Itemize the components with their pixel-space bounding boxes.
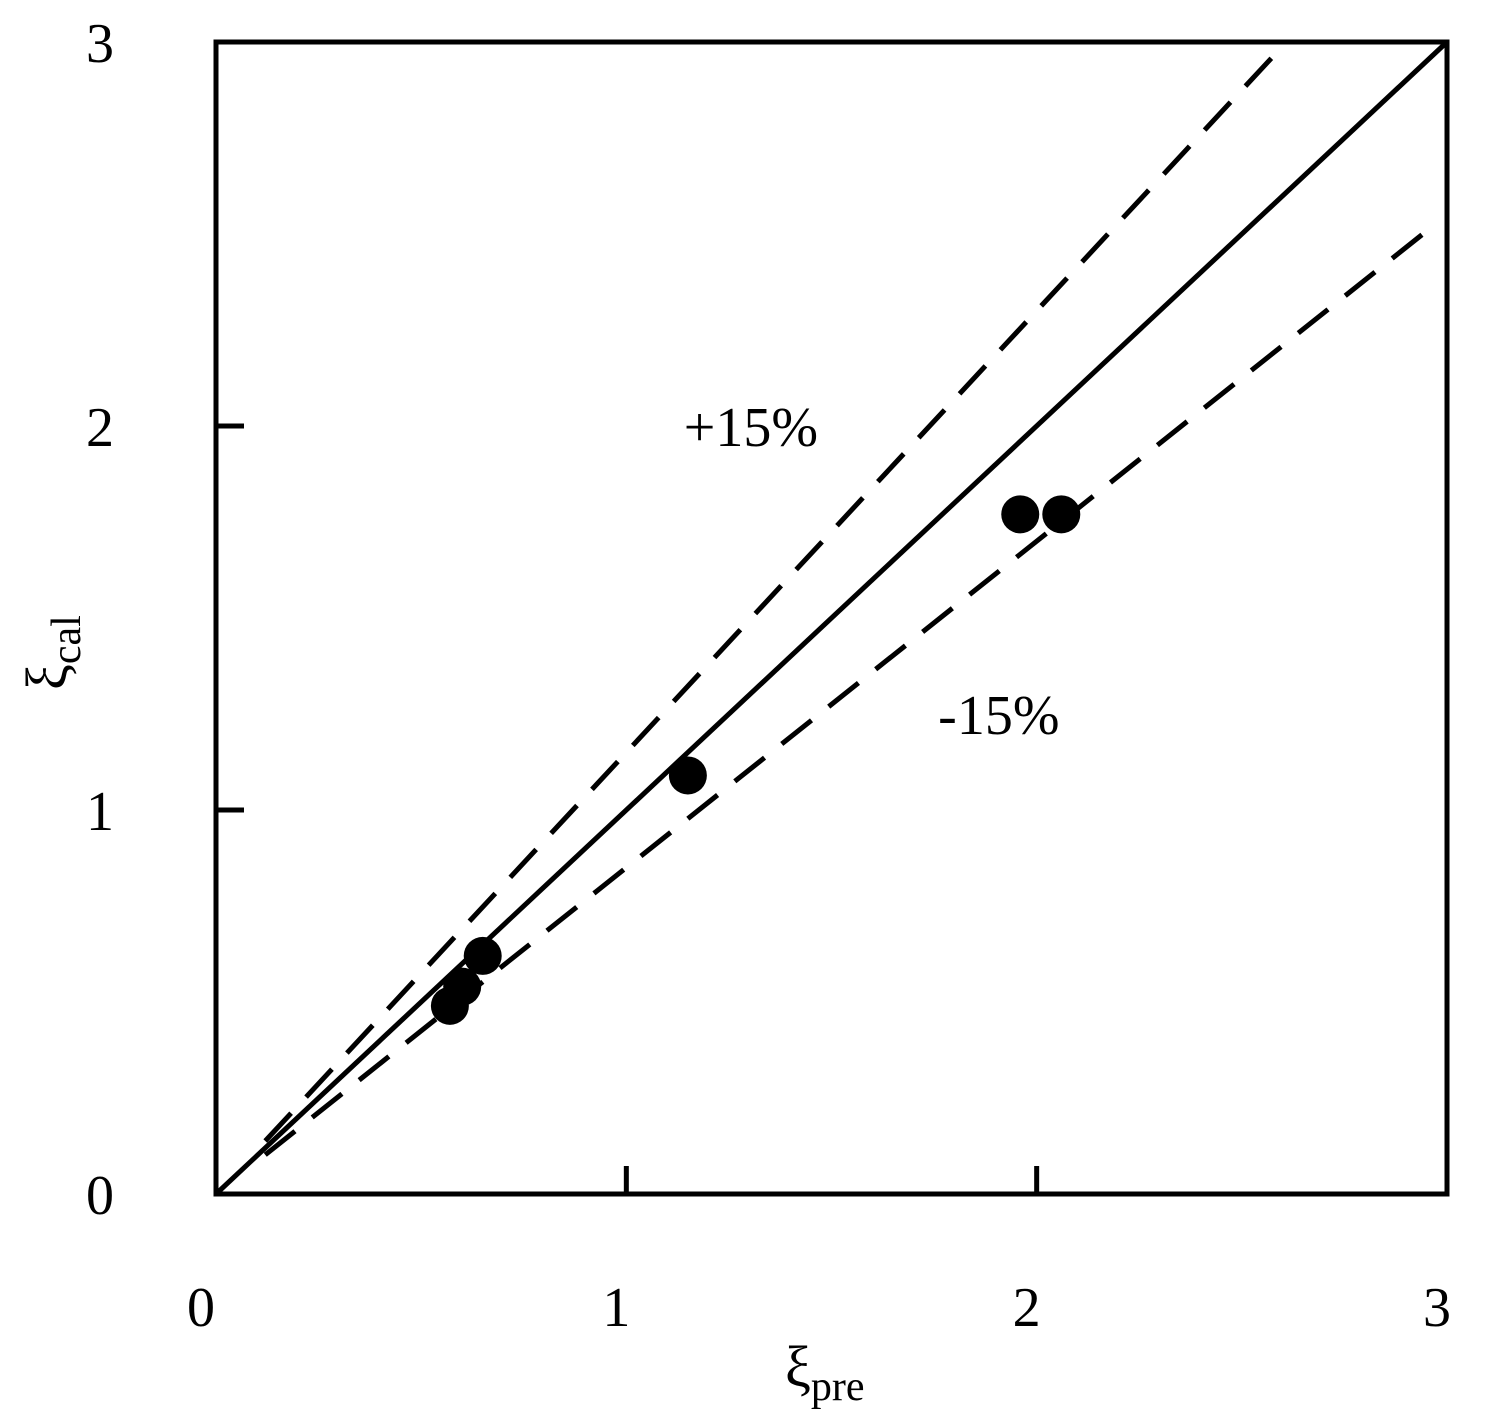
x-tick-label: 0 xyxy=(187,1277,215,1339)
x-axis-title: ξpre xyxy=(785,1334,865,1410)
y-axis-ticks: 0 1 2 3 xyxy=(86,13,244,1227)
plus-15-line xyxy=(263,44,1285,1143)
line-annotations: +15% -15% xyxy=(684,397,1060,747)
reference-lines xyxy=(214,40,1449,1196)
y-tick-label: 0 xyxy=(86,1165,114,1227)
x-axis-symbol: ξ xyxy=(785,1334,811,1399)
y-tick-label: 2 xyxy=(86,397,114,459)
data-point xyxy=(1042,495,1081,534)
y-axis-symbol: ξ xyxy=(14,664,79,690)
data-point xyxy=(463,936,502,975)
y-axis-subscript: cal xyxy=(44,615,90,664)
x-tick-label: 2 xyxy=(1013,1277,1041,1339)
plot-frame xyxy=(213,39,1450,1197)
data-point xyxy=(668,756,707,795)
y-axis-title: ξcal xyxy=(14,615,90,690)
data-point xyxy=(1001,495,1040,534)
identity-line xyxy=(214,40,1449,1196)
y-tick-label: 3 xyxy=(86,13,114,75)
data-point xyxy=(443,967,482,1006)
plus-15-label: +15% xyxy=(684,397,818,459)
x-axis-ticks: 0 1 2 3 xyxy=(187,1166,1451,1339)
data-points xyxy=(430,495,1081,1025)
minus-15-label: -15% xyxy=(938,685,1059,747)
x-tick-label: 1 xyxy=(602,1277,630,1339)
x-axis-subscript: pre xyxy=(811,1364,865,1410)
y-tick-label: 1 xyxy=(86,781,114,843)
x-tick-label: 3 xyxy=(1423,1277,1451,1339)
